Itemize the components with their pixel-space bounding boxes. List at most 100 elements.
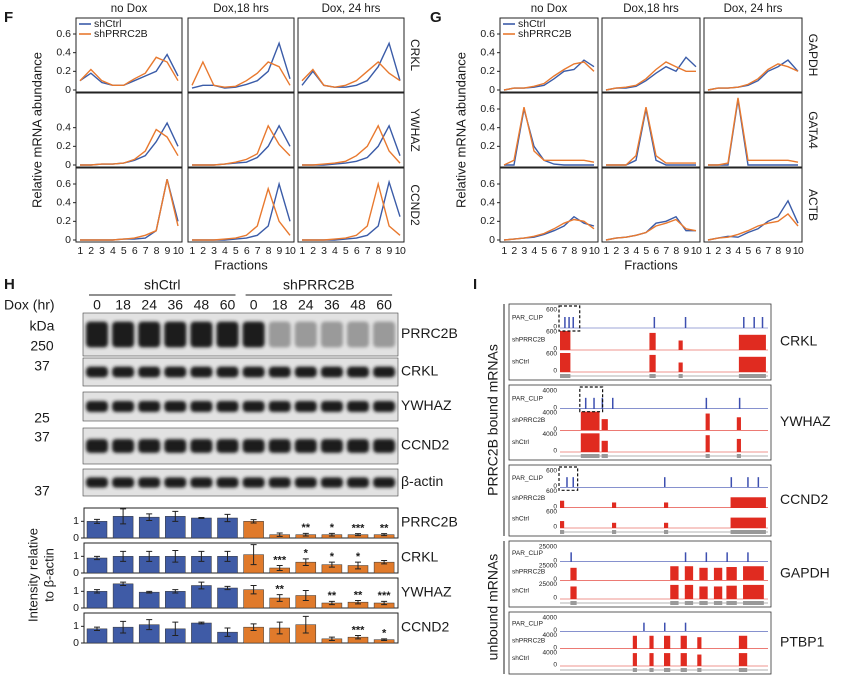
track-min: 0 <box>553 557 557 564</box>
highlight-box <box>558 305 581 332</box>
profile-line <box>80 121 179 166</box>
y-tick-label: 0.2 <box>480 65 495 77</box>
gene-label: CCND2 <box>780 491 828 507</box>
blot-band <box>347 321 369 348</box>
profile-line <box>302 181 401 241</box>
y-tick-label: 0 <box>65 159 71 171</box>
y-axis-label: Relative mRNA abundance <box>453 52 468 208</box>
track-name: PAR_CLIP <box>512 620 543 627</box>
exon <box>560 530 565 534</box>
error-bar <box>250 544 257 566</box>
profile-line <box>605 218 697 241</box>
coverage-block <box>580 433 600 452</box>
profile-line <box>79 56 179 86</box>
clip-peak <box>564 317 566 328</box>
coverage-block <box>649 653 654 666</box>
track-max: 4000 <box>543 431 558 438</box>
error-bar <box>328 561 335 568</box>
track-max: 600 <box>546 307 557 314</box>
bar <box>243 521 264 539</box>
blot-band <box>242 400 265 413</box>
clip-peak <box>572 477 574 488</box>
blot-background <box>82 427 399 465</box>
track-frame <box>508 540 772 608</box>
profile-line <box>606 106 696 166</box>
x-axis-label: Fractions <box>214 257 268 272</box>
x-tick-label: 6 <box>653 245 659 257</box>
x-tick-label: 7 <box>365 245 371 257</box>
track-min: 0 <box>553 595 557 602</box>
gene-label: GAPDH <box>780 565 830 581</box>
blot-label: CCND2 <box>401 437 449 453</box>
y-tick-label: 0 <box>73 637 79 649</box>
significance: * <box>382 628 387 640</box>
x-tick-label: 9 <box>683 245 689 257</box>
profile-line <box>707 59 799 91</box>
gene-label: GAPDH <box>806 34 820 77</box>
blot-band <box>190 477 213 488</box>
coverage-block <box>736 417 741 431</box>
significance: * <box>330 551 335 563</box>
error-bar <box>172 589 179 594</box>
lane-label: 60 <box>220 297 236 313</box>
panel-letter: F <box>4 9 13 26</box>
profile-line <box>302 124 401 166</box>
x-tick-label: 6 <box>755 245 761 257</box>
blot-band <box>86 439 108 453</box>
y-tick-label: 0.6 <box>480 28 495 40</box>
error-bar <box>302 532 309 537</box>
y-tick-label: 0.4 <box>56 46 71 58</box>
x-tick-label: 2 <box>511 245 517 257</box>
blot-band <box>164 439 187 453</box>
blot-band <box>138 439 161 453</box>
blot-band <box>164 321 187 348</box>
gene-label: CRKL <box>780 333 818 349</box>
coverage-block <box>670 584 679 599</box>
blot-band <box>138 321 161 348</box>
profile-line <box>504 108 594 166</box>
gene-label: CRKL <box>408 39 422 71</box>
plot-frame <box>499 17 599 93</box>
mw-marker: 250 <box>30 338 54 354</box>
y-axis-label: Relative mRNA abundance <box>29 52 44 208</box>
blot-band <box>373 439 396 453</box>
plot-frame <box>703 92 803 168</box>
x-tick-label: 10 <box>589 245 600 257</box>
bar <box>191 622 212 644</box>
panel-letter: I <box>473 276 477 293</box>
x-tick-label: 8 <box>376 245 382 257</box>
error-bar <box>94 555 100 561</box>
track-name: shCtrl <box>512 655 530 662</box>
profile-line <box>192 186 291 241</box>
track-min: 0 <box>553 368 557 375</box>
error-bar <box>120 620 127 634</box>
profile-line <box>192 124 291 166</box>
y-tick-label: 1 <box>73 620 79 632</box>
track-name: shCtrl <box>512 516 530 523</box>
plot-frame <box>75 17 183 93</box>
error-bar <box>94 518 100 524</box>
panel-letter: G <box>430 9 442 26</box>
x-tick-label: 3 <box>725 245 731 257</box>
lane-label: 24 <box>298 297 314 313</box>
lane-label: 18 <box>115 297 131 313</box>
blot-band <box>164 477 187 488</box>
error-bar <box>198 550 205 562</box>
blot-label: CRKL <box>401 363 439 379</box>
track-frame <box>508 384 772 461</box>
clip-peak <box>705 552 708 562</box>
error-bar <box>198 581 205 590</box>
clip-peak <box>747 552 749 562</box>
track-name: shPRRC2B <box>512 569 545 576</box>
track-frame <box>508 464 772 537</box>
y-axis-label: to β-actin <box>41 548 56 602</box>
gene-label: ACTB <box>806 189 820 221</box>
column-header: no Dox <box>531 3 568 15</box>
y-tick-label: 1 <box>73 515 79 527</box>
error-bar <box>224 513 231 523</box>
coverage-block <box>560 331 571 350</box>
x-tick-label: 1 <box>299 245 305 257</box>
blot-band <box>242 477 265 488</box>
y-tick-label: 0 <box>489 84 495 96</box>
